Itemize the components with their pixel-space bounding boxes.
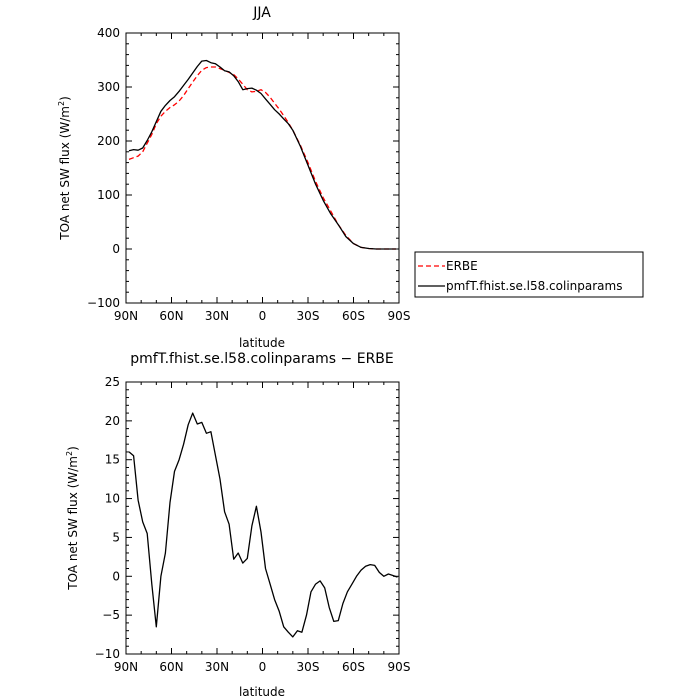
panel-bottom-y-axis-label-main: TOA net SW flux (W/m (66, 456, 80, 591)
panel-bottom-y-tick-labels: 25 20 15 10 5 0 −5 −10 (95, 375, 120, 661)
panel-bottom-y-tick-label: 5 (112, 530, 120, 544)
panel-bottom-x-tick-label: 30N (205, 660, 229, 674)
panel-bottom-y-axis-label-close: ) (66, 446, 80, 451)
panel-top-ticks (125, 32, 400, 304)
panel-top-y-tick-label: 400 (97, 26, 120, 40)
panel-top-frame (125, 32, 400, 304)
panel-bottom-x-tick-label: 90S (388, 660, 411, 674)
panel-top: JJA 90N 60N 30N 0 30S 60S 90S 400 300 200 100 0 −10… (57, 5, 410, 350)
panel-top-y-axis-label-sup: 2 (57, 101, 66, 106)
panel-top-y-tick-label: −100 (87, 296, 120, 310)
panel-top-x-tick-label: 90N (114, 309, 138, 323)
panel-top-x-tick-label: 30N (205, 309, 229, 323)
panel-bottom-y-tick-label: −5 (102, 608, 120, 622)
panel-top-x-tick-label: 30S (297, 309, 320, 323)
panel-bottom-x-tick-label: 30S (297, 660, 320, 674)
panel-top-x-tick-label: 60N (159, 309, 183, 323)
panel-top-y-tick-labels: 400 300 200 100 0 −100 (87, 26, 120, 310)
legend: ERBE pmfT.fhist.se.l58.colinparams (414, 251, 644, 298)
panel-bottom-y-tick-label: 20 (105, 414, 120, 428)
panel-top-x-tick-label: 60S (342, 309, 365, 323)
panel-bottom-frame (125, 381, 400, 655)
panel-bottom-y-tick-label: 0 (112, 569, 120, 583)
panel-top-y-axis-label-close: ) (58, 96, 72, 101)
panel-top-x-tick-label: 0 (259, 309, 267, 323)
panel-top-series (128, 59, 396, 250)
panel-top-x-tick-labels: 90N 60N 30N 0 30S 60S 90S (114, 309, 411, 323)
panel-bottom-series-line (128, 412, 398, 638)
panel-bottom-y-tick-label: −10 (95, 647, 120, 661)
legend-label-model: pmfT.fhist.se.l58.colinparams (446, 279, 622, 293)
panel-top-y-tick-label: 200 (97, 134, 120, 148)
panel-bottom-x-tick-label: 90N (114, 660, 138, 674)
legend-label-erbe: ERBE (446, 259, 478, 273)
panel-top-series-model (128, 59, 396, 250)
panel-bottom-y-tick-label: 25 (105, 375, 120, 389)
panel-top-y-tick-label: 300 (97, 80, 120, 94)
panel-bottom-ticks (125, 381, 400, 655)
panel-top-title: JJA (252, 5, 271, 21)
panel-bottom-title: pmfT.fhist.se.l58.colinparams − ERBE (130, 351, 394, 367)
panel-bottom-x-tick-label: 60S (342, 660, 365, 674)
panel-bottom-y-tick-label: 10 (105, 492, 120, 506)
panel-bottom-y-axis-label-sup: 2 (65, 451, 74, 456)
panel-top-y-tick-label: 100 (97, 188, 120, 202)
panel-top-y-axis-label: TOA net SW flux (W/m2) (57, 96, 72, 241)
panel-bottom-x-tick-labels: 90N 60N 30N 0 30S 60S 90S (114, 660, 411, 674)
panel-bottom-y-tick-label: 15 (105, 453, 120, 467)
panel-top-y-axis-label-main: TOA net SW flux (W/m (58, 106, 72, 241)
panel-top-y-tick-label: 0 (112, 242, 120, 256)
legend-box (414, 251, 644, 298)
panel-bottom-x-tick-label: 60N (159, 660, 183, 674)
panel-bottom-x-axis-label: latitude (239, 685, 285, 699)
panel-bottom: pmfT.fhist.se.l58.colinparams − ERBE 90N… (65, 351, 410, 699)
panel-bottom-x-tick-label: 0 (259, 660, 267, 674)
panel-bottom-y-axis-label: TOA net SW flux (W/m2) (65, 446, 80, 591)
panel-top-x-tick-label: 90S (388, 309, 411, 323)
panel-bottom-series (128, 412, 398, 638)
panel-top-x-axis-label: latitude (239, 336, 285, 350)
